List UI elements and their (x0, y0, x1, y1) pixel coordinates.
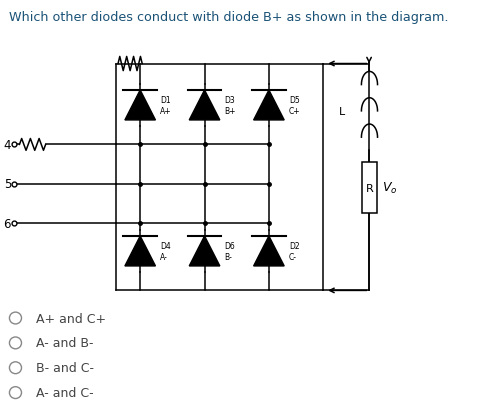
Text: L: L (339, 107, 345, 117)
Text: A+ and C+: A+ and C+ (36, 312, 106, 325)
Polygon shape (125, 236, 156, 266)
Text: D5: D5 (289, 96, 300, 105)
Text: R: R (366, 183, 373, 193)
Text: 6: 6 (3, 217, 11, 230)
Text: A+: A+ (160, 106, 172, 115)
Polygon shape (253, 91, 284, 121)
Text: 5: 5 (4, 178, 11, 191)
Polygon shape (189, 236, 220, 266)
Text: A- and B-: A- and B- (36, 336, 93, 350)
Text: B-: B- (225, 252, 232, 261)
Text: Which other diodes conduct with diode B+ as shown in the diagram.: Which other diodes conduct with diode B+… (10, 11, 449, 24)
Text: D4: D4 (160, 241, 171, 251)
Text: D6: D6 (225, 241, 235, 251)
Text: D2: D2 (289, 241, 300, 251)
Text: B+: B+ (225, 106, 236, 115)
Text: C-: C- (289, 252, 297, 261)
Text: $V_o$: $V_o$ (382, 181, 397, 196)
Text: C+: C+ (289, 106, 300, 115)
Polygon shape (189, 91, 220, 121)
Text: D1: D1 (160, 96, 171, 105)
Text: 4: 4 (3, 139, 11, 152)
Polygon shape (125, 91, 156, 121)
Text: A-: A- (160, 252, 168, 261)
Bar (362, 163, 377, 214)
Text: B- and C-: B- and C- (36, 361, 94, 374)
Text: D3: D3 (225, 96, 235, 105)
Text: A- and C-: A- and C- (36, 386, 93, 399)
Polygon shape (253, 236, 284, 266)
